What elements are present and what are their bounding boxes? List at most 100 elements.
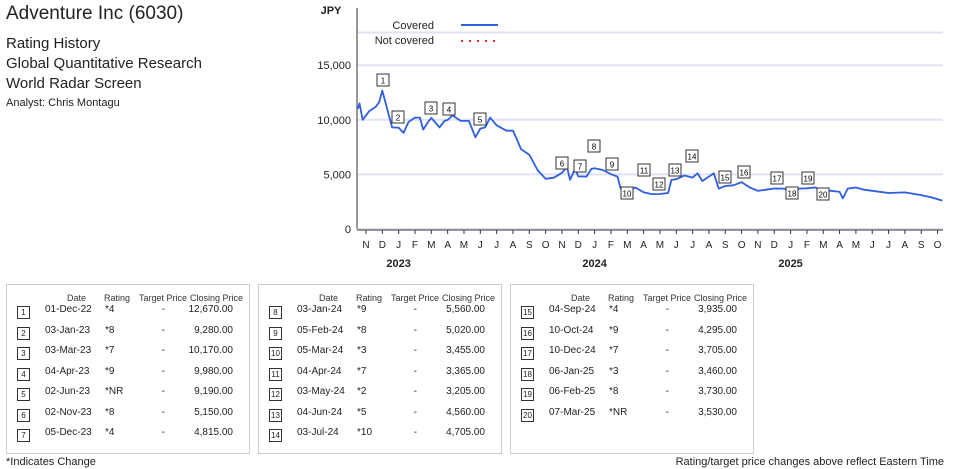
cell-n: 14 <box>269 429 282 442</box>
cell-date: 03-Jan-24 <box>297 304 343 315</box>
cell-close: 12,670.00 <box>188 304 234 315</box>
marker-number: 9 <box>610 161 615 170</box>
rating-marker-17: 17 <box>770 171 784 185</box>
rating-marker-13: 13 <box>668 163 682 177</box>
cell-close: 9,280.00 <box>194 324 233 336</box>
cell-target: - <box>161 365 165 377</box>
table-row: 12 03-May-24 *2 - 3,205.00 <box>259 386 501 402</box>
marker-box <box>573 159 587 173</box>
header-date: Date <box>67 293 87 303</box>
cell-n: 19 <box>521 388 534 401</box>
marker-box <box>718 170 732 184</box>
cell-rating: *8 <box>609 386 619 397</box>
x-tick-label: N <box>754 240 761 251</box>
cell-date: 05-Feb-24 <box>297 324 344 336</box>
cell-target: - <box>161 345 165 356</box>
cell-rating: *8 <box>357 324 367 336</box>
cell-n: 11 <box>269 367 282 381</box>
marker-number: 16 <box>740 169 749 178</box>
y-tick-label: 0 <box>345 224 351 236</box>
cell-date: 03-May-24 <box>297 386 345 397</box>
x-tick-label: M <box>460 240 468 251</box>
cell-n: 16 <box>521 326 534 340</box>
cell-rating: *5 <box>357 406 367 418</box>
marker-number: 8 <box>592 143 597 152</box>
cell-close: 3,460.00 <box>698 365 737 377</box>
cell-close: 5,020.00 <box>446 324 485 336</box>
cell-close: 3,730.00 <box>698 386 737 397</box>
x-tick-label: M <box>819 240 827 251</box>
cell-date: 10-Oct-24 <box>549 324 594 336</box>
cell-date: 04-Apr-23 <box>45 365 90 377</box>
rating-marker-1: 1 <box>376 73 390 87</box>
table-row: 14 03-Jul-24 *10 - 4,705.00 <box>259 427 501 443</box>
marker-number: 10 <box>623 190 632 199</box>
marker-box <box>587 139 601 153</box>
rating-marker-10: 10 <box>620 186 634 200</box>
cell-close: 5,560.00 <box>446 304 485 315</box>
cell-close: 3,935.00 <box>698 304 737 315</box>
x-tick-label: M <box>427 240 435 251</box>
cell-n: 3 <box>17 347 30 360</box>
cell-target: - <box>413 304 417 315</box>
rating-marker-9: 9 <box>605 157 619 171</box>
footnote-change: *Indicates Change <box>6 456 96 468</box>
rating-marker-6: 6 <box>555 156 569 170</box>
x-tick-label: J <box>690 240 695 251</box>
cell-rating: *9 <box>357 304 367 315</box>
cell-rating: *4 <box>105 427 115 438</box>
x-tick-label: A <box>836 240 843 251</box>
cell-target: - <box>161 386 165 397</box>
marker-number: 14 <box>688 153 697 162</box>
cell-close: 4,560.00 <box>446 406 485 418</box>
cell-target: - <box>413 386 417 397</box>
cell-close: 4,815.00 <box>194 427 233 438</box>
table-row: 13 04-Jun-24 *5 - 4,560.00 <box>259 407 501 423</box>
marker-box <box>391 110 405 124</box>
cell-rating: *4 <box>105 304 115 315</box>
cell-target: - <box>665 345 669 356</box>
rating-marker-16: 16 <box>737 165 751 179</box>
marker-number: 19 <box>804 175 813 184</box>
cell-date: 06-Jan-25 <box>549 365 595 377</box>
x-tick-label: F <box>412 240 418 251</box>
cell-date: 07-Mar-25 <box>549 406 596 418</box>
table-row: 2 03-Jan-23 *8 - 9,280.00 <box>7 325 249 341</box>
cell-rating: *3 <box>609 365 619 377</box>
marker-box <box>605 157 619 171</box>
y-tick-label: 10,000 <box>317 115 351 127</box>
cell-n: 9 <box>269 326 282 340</box>
x-tick-label: S <box>918 240 925 251</box>
cell-date: 03-Jul-24 <box>297 427 339 438</box>
cell-rating: *2 <box>357 386 367 397</box>
cell-rating: *7 <box>105 345 115 356</box>
cell-date: 10-Dec-24 <box>549 345 596 356</box>
marker-box <box>816 187 830 201</box>
marker-box <box>473 112 487 126</box>
cell-rating: *NR <box>609 406 628 418</box>
x-tick-label: M <box>623 240 631 251</box>
cell-n: 4 <box>17 367 30 381</box>
year-label: 2024 <box>582 258 607 270</box>
rating-marker-5: 5 <box>473 112 487 126</box>
cell-close: 9,190.00 <box>194 386 233 397</box>
cell-n: 2 <box>17 326 30 340</box>
rating-marker-7: 7 <box>573 159 587 173</box>
cell-target: - <box>161 427 165 438</box>
x-tick-label: J <box>396 240 401 251</box>
cell-date: 05-Dec-23 <box>45 427 92 438</box>
cell-target: - <box>665 365 669 377</box>
table-row: 6 02-Nov-23 *8 - 5,150.00 <box>7 407 249 423</box>
cell-date: 04-Sep-24 <box>549 304 596 315</box>
cell-target: - <box>413 427 417 438</box>
cell-close: 4,705.00 <box>446 427 485 438</box>
marker-number: 11 <box>640 167 649 176</box>
header-close: Closing Price <box>694 293 748 303</box>
cell-target: - <box>161 406 165 418</box>
table-row: 16 10-Oct-24 *9 - 4,295.00 <box>511 325 753 341</box>
header-rating: Rating <box>104 293 131 303</box>
rating-marker-11: 11 <box>637 163 651 177</box>
table-row: 15 04-Sep-24 *4 - 3,935.00 <box>511 304 753 320</box>
marker-box <box>620 186 634 200</box>
